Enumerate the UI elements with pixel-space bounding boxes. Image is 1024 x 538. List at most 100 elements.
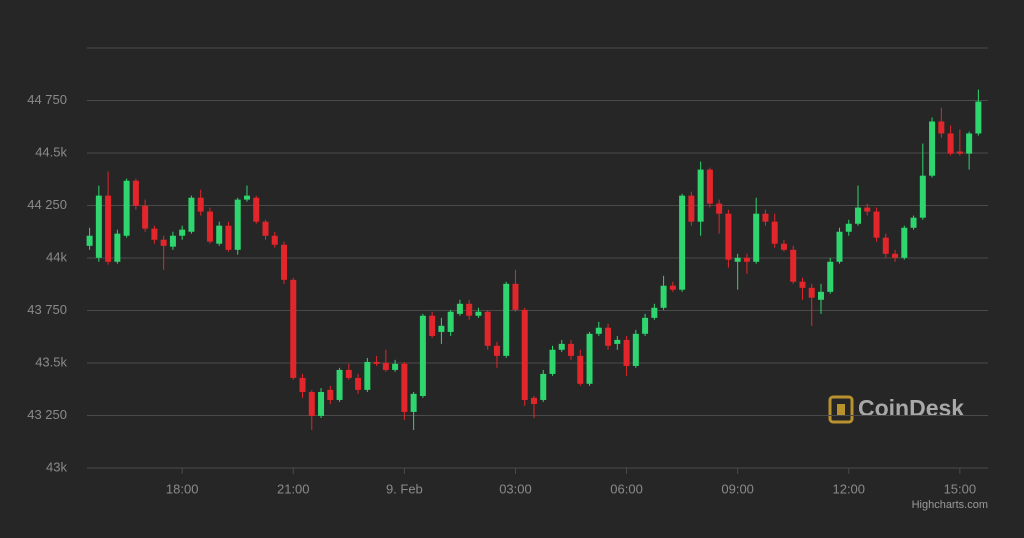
candle-body xyxy=(632,333,639,366)
candle-body xyxy=(919,175,926,218)
candle-body xyxy=(827,261,834,292)
candle-body xyxy=(577,355,584,384)
candle-body xyxy=(679,195,686,290)
y-tick-label: 44 750 xyxy=(27,92,67,107)
candle-body xyxy=(540,373,547,400)
candle-body xyxy=(966,133,973,154)
candle-body xyxy=(318,391,325,416)
y-tick-label: 44 250 xyxy=(27,197,67,212)
candle-body xyxy=(410,393,417,412)
candle-body xyxy=(419,315,426,396)
candle-body xyxy=(873,211,880,238)
y-tick-label: 44k xyxy=(46,249,67,264)
candle-body xyxy=(373,361,380,364)
candle-body xyxy=(568,343,575,356)
candle-body xyxy=(132,180,139,206)
candle-body xyxy=(392,363,399,370)
candle-body xyxy=(188,197,195,232)
candle-body xyxy=(716,203,723,214)
candle-body xyxy=(299,377,306,392)
y-tick-label: 43.5k xyxy=(35,354,67,369)
watermark: CoinDesk xyxy=(858,395,964,421)
candle-body xyxy=(512,283,519,310)
candle-body xyxy=(216,225,223,244)
candle-body xyxy=(327,389,334,400)
y-tick-label: 43k xyxy=(46,459,67,474)
candle-body xyxy=(503,283,510,356)
candle-body xyxy=(642,317,649,334)
candle-body xyxy=(623,339,630,366)
y-tick-label: 43 750 xyxy=(27,302,67,317)
x-tick-label: 21:00 xyxy=(277,481,310,496)
candle-body xyxy=(382,362,389,370)
candle-body xyxy=(493,345,500,356)
candle-body xyxy=(86,235,93,246)
y-tick-label: 43 250 xyxy=(27,407,67,422)
candle-body xyxy=(160,239,167,246)
x-tick-label: 15:00 xyxy=(944,481,977,496)
candle-body xyxy=(401,363,408,412)
candle-body xyxy=(845,223,852,232)
candle-body xyxy=(95,195,102,258)
candle-body xyxy=(225,225,232,250)
candle-body xyxy=(929,121,936,176)
x-tick-label: 06:00 xyxy=(610,481,643,496)
candle-body xyxy=(901,227,908,258)
candle-body xyxy=(151,228,158,240)
candle-body xyxy=(253,197,260,222)
candle-body xyxy=(706,169,713,204)
candle-body xyxy=(549,349,556,374)
candle-body xyxy=(290,279,297,378)
candle-body xyxy=(123,180,130,236)
candle-body xyxy=(243,195,250,200)
candle-body xyxy=(456,303,463,314)
candle-body xyxy=(308,391,315,416)
candle-body xyxy=(438,325,445,332)
candle-body xyxy=(484,311,491,346)
candle-body xyxy=(947,133,954,154)
candle-body xyxy=(697,169,704,222)
x-tick-label: 12:00 xyxy=(832,481,865,496)
candle-body xyxy=(771,221,778,244)
candle-body xyxy=(836,231,843,262)
candle-body xyxy=(586,333,593,384)
candle-body xyxy=(142,205,149,229)
x-tick-label: 09:00 xyxy=(721,481,754,496)
candle-body xyxy=(429,315,436,336)
credits: Highcharts.com xyxy=(912,499,988,511)
candle-body xyxy=(651,307,658,318)
candle-body xyxy=(855,207,862,224)
candle-body xyxy=(864,207,871,212)
candle-body xyxy=(817,291,824,300)
candle-body xyxy=(345,369,352,378)
candle-body xyxy=(753,213,760,262)
candle-body xyxy=(780,243,787,250)
candle-body xyxy=(660,285,667,308)
candle-body xyxy=(475,311,482,316)
candle-body xyxy=(364,361,371,390)
candle-body xyxy=(790,249,797,282)
candle-body xyxy=(558,343,565,350)
candle-body xyxy=(262,221,269,236)
candle-body xyxy=(725,213,732,260)
candle-body xyxy=(466,303,473,316)
candle-body xyxy=(762,213,769,222)
y-tick-label: 44.5k xyxy=(35,144,67,159)
candle-body xyxy=(595,327,602,334)
candle-body xyxy=(355,377,362,390)
candle-body xyxy=(179,229,186,236)
x-tick-label: 9. Feb xyxy=(386,481,423,496)
candle-body xyxy=(910,217,917,228)
candle-body xyxy=(114,233,121,262)
candle-body xyxy=(521,309,528,400)
candle-body xyxy=(105,195,112,262)
candle-body xyxy=(882,237,889,254)
candle-body xyxy=(447,311,454,332)
candle-body xyxy=(743,257,750,262)
x-tick-label: 18:00 xyxy=(166,481,199,496)
candle-body xyxy=(956,151,963,154)
candle-body xyxy=(808,287,815,298)
candle-body xyxy=(281,244,288,280)
